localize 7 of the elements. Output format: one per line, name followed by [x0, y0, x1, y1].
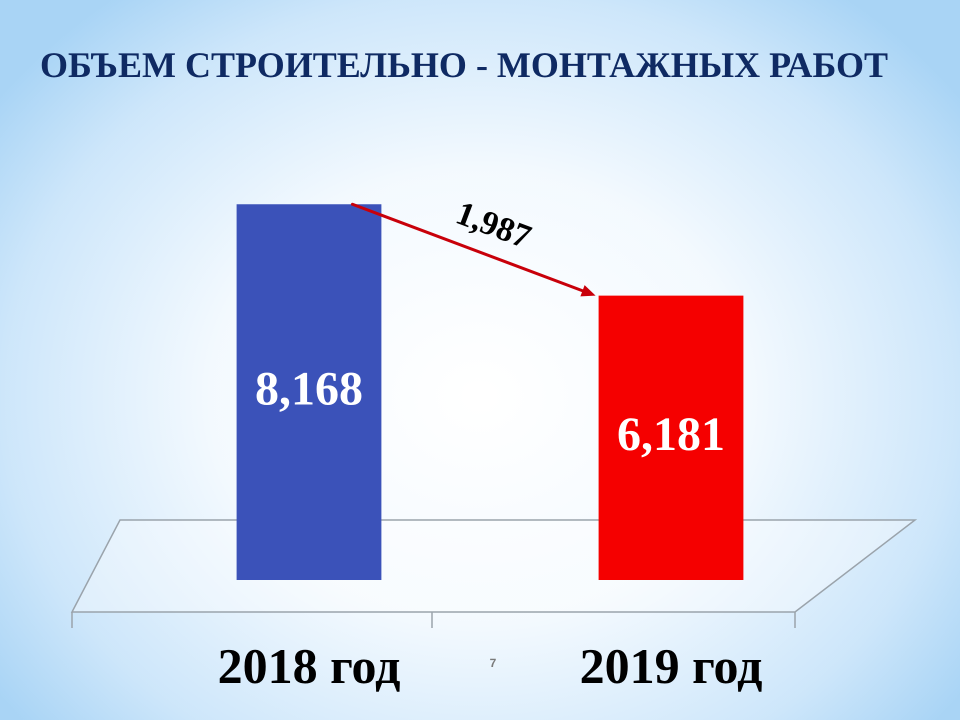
data-label: 6,181: [617, 408, 725, 462]
x-tick-label: 2018 год: [218, 638, 400, 694]
data-label: 8,168: [255, 362, 363, 416]
annotation: 1,987: [450, 194, 536, 257]
text: 7: [490, 656, 496, 670]
chart-title: ОБЪЕМ СТРОИТЕЛЬНО - МОНТАЖНЫХ РАБОТ: [40, 44, 888, 86]
x-tick-label: 2019 год: [580, 638, 762, 694]
